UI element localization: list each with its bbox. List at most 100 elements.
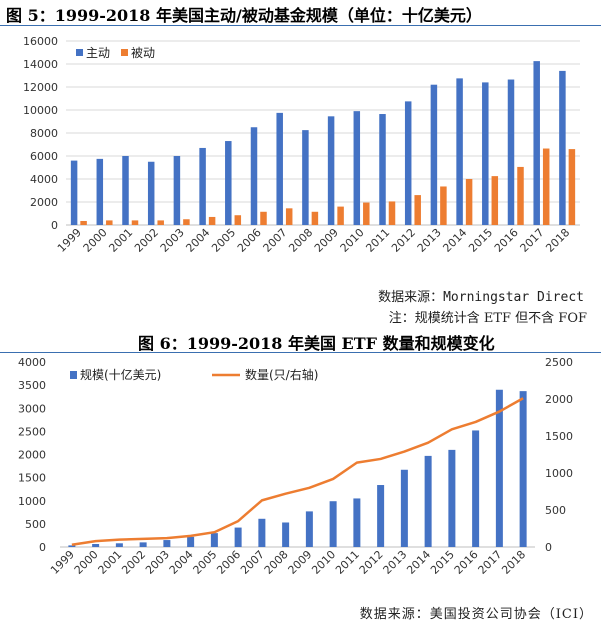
c2-x-tick-label: 2017	[476, 548, 505, 577]
c1-legend-label-passive: 被动	[131, 46, 155, 60]
c1-bar-active	[507, 79, 515, 226]
c1-bar-passive	[491, 176, 499, 225]
c1-y-tick-label: 4000	[30, 173, 58, 186]
c2-bar-size	[210, 533, 218, 547]
c1-legend-label-active: 主动	[86, 46, 110, 60]
c1-bar-active	[559, 70, 566, 226]
c2-bar-size	[400, 469, 408, 547]
c2-x-tick-label: 2018	[499, 548, 528, 577]
c1-bar-passive	[208, 216, 216, 225]
c2-bar-size	[139, 542, 147, 547]
chart2-source: 数据来源：美国投资公司协会（ICI）	[359, 607, 593, 622]
c2-x-tick-label: 2003	[143, 548, 172, 577]
c1-bar-active	[327, 116, 335, 225]
c2-bar-size	[377, 485, 385, 547]
c2-x-tick-label: 2012	[357, 548, 386, 577]
c2-y-right-tick-label: 1000	[545, 467, 573, 480]
c1-bar-active	[250, 127, 258, 225]
c2-bar-size	[495, 389, 503, 547]
c1-bar-passive	[363, 202, 370, 225]
c2-x-tick-label: 2015	[428, 548, 457, 577]
c2-bar-size	[258, 518, 266, 547]
c2-y-left-tick-label: 1500	[18, 472, 46, 485]
c2-y-left-tick-label: 3000	[18, 402, 46, 415]
c1-bar-passive	[388, 201, 396, 225]
c1-y-tick-label: 8000	[30, 127, 58, 140]
c2-legend-label-size: 规模(十亿美元)	[80, 367, 161, 382]
c2-y-right-tick-label: 500	[545, 504, 566, 517]
c1-bar-passive	[234, 215, 242, 225]
c2-x-tick-label: 2000	[72, 548, 101, 577]
c2-x-tick-label: 2004	[167, 548, 196, 577]
c2-x-tick-label: 2005	[191, 548, 220, 577]
chart1-note: 注：规模统计含 ETF 但不含 FOF	[388, 311, 587, 326]
c2-x-tick-label: 2007	[238, 548, 267, 577]
c1-bar-passive	[517, 166, 524, 225]
c2-x-tick-label: 2016	[452, 548, 481, 577]
c1-bar-passive	[106, 220, 113, 225]
c2-bar-size	[448, 449, 456, 547]
c2-bar-size	[472, 430, 480, 547]
c2-bar-size	[305, 511, 313, 547]
c1-bar-passive	[414, 195, 421, 225]
c1-bar-active	[173, 156, 181, 225]
c2-x-tick-label: 2001	[96, 548, 125, 577]
c2-y-right-tick-label: 2500	[545, 356, 573, 369]
c2-line-count	[71, 397, 524, 547]
c1-y-tick-label: 2000	[30, 196, 58, 209]
c1-bar-passive	[260, 211, 267, 225]
c1-bar-passive	[440, 186, 447, 225]
c1-bar-passive	[311, 211, 319, 225]
c2-y-left-tick-label: 2000	[18, 449, 46, 462]
c1-bar-passive	[465, 179, 473, 225]
c2-bar-size	[282, 522, 290, 547]
c1-bar-active	[379, 114, 386, 225]
c2-y-left-tick-label: 0	[39, 541, 46, 554]
c1-bar-passive	[157, 220, 164, 225]
c2-bar-size	[329, 501, 337, 547]
c2-bar-size	[163, 540, 171, 547]
chart1-title-rule	[0, 25, 601, 26]
c1-y-tick-label: 0	[51, 219, 58, 232]
c1-y-tick-label: 14000	[23, 58, 58, 71]
c2-bar-size	[92, 543, 100, 547]
c1-bar-passive	[183, 219, 190, 225]
chart1-source: 数据来源：Morningstar Direct	[378, 290, 584, 305]
c1-bar-active	[199, 147, 206, 225]
c1-bar-active	[122, 156, 129, 225]
c2-y-left-tick-label: 500	[25, 518, 46, 531]
c2-x-tick-label: 2002	[119, 548, 148, 577]
c1-bar-passive	[337, 206, 344, 225]
c1-bar-active	[353, 111, 361, 225]
c2-x-tick-label: 2014	[404, 548, 433, 577]
chart2-title-rule	[0, 352, 601, 353]
c2-y-right-tick-label: 1500	[545, 430, 573, 443]
c1-bar-passive	[542, 148, 550, 225]
c1-y-tick-label: 6000	[30, 150, 58, 163]
c1-y-tick-label: 12000	[23, 81, 58, 94]
c1-bar-active	[147, 161, 155, 225]
c1-bar-active	[482, 82, 489, 226]
c2-bar-size	[187, 536, 195, 547]
c2-y-right-tick-label: 2000	[545, 393, 573, 406]
c1-bar-active	[456, 78, 463, 225]
c2-bar-size	[424, 455, 432, 547]
c2-y-left-tick-label: 2500	[18, 425, 46, 438]
c1-bar-passive	[80, 220, 87, 225]
c2-bar-size	[519, 391, 527, 547]
c2-x-tick-label: 2013	[381, 548, 410, 577]
c1-bar-active	[430, 84, 438, 225]
c1-bar-active	[404, 101, 412, 225]
c2-x-tick-label: 2011	[333, 548, 362, 577]
c2-x-tick-label: 2008	[262, 548, 291, 577]
c2-bar-size	[234, 527, 242, 547]
chart1-title: 图 5：1999-2018 年美国主动/被动基金规模（单位：十亿美元）	[6, 6, 482, 25]
c1-bar-passive	[568, 149, 576, 225]
c2-x-tick-label: 2010	[309, 548, 338, 577]
c1-bar-active	[533, 61, 540, 225]
c2-y-left-tick-label: 3500	[18, 379, 46, 392]
c2-legend-swatch-size	[70, 371, 77, 379]
c2-y-left-tick-label: 4000	[18, 356, 46, 369]
c2-bar-size	[353, 498, 361, 547]
c1-bar-active	[96, 158, 104, 225]
